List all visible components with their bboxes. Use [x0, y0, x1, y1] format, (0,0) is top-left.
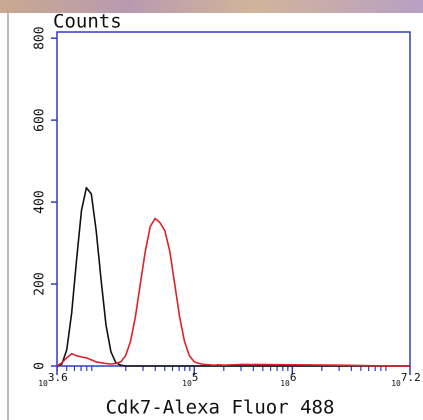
histogram-line — [56, 217, 410, 367]
x-tick-base: 10 — [391, 379, 401, 388]
y-tick-label: 0 — [33, 362, 48, 370]
y-tick-label: 600 — [33, 108, 48, 131]
plot-frame — [56, 31, 411, 367]
chart-title: Counts — [53, 11, 122, 33]
x-tick-base: 10 — [38, 379, 48, 388]
x-tick-exponent: 3.6 — [48, 371, 68, 384]
x-tick-exponent: 7.2 — [401, 371, 421, 384]
x-tick-label: 107.2 — [391, 371, 421, 388]
x-tick-label: 106 — [280, 371, 296, 388]
x-tick-exponent: 6 — [290, 371, 297, 384]
y-tick-label: 200 — [33, 272, 48, 295]
x-tick-label: 105 — [182, 371, 198, 388]
y-tick-label: 800 — [33, 26, 48, 49]
photo-strip — [0, 0, 423, 13]
y-tick-label: 400 — [33, 190, 48, 213]
x-tick-base: 10 — [280, 379, 290, 388]
x-tick-exponent: 5 — [192, 371, 199, 384]
x-axis-label: Cdk7-Alexa Fluor 488 — [106, 397, 335, 419]
histogram-line — [56, 186, 410, 367]
x-tick-base: 10 — [182, 379, 192, 388]
x-tick-label: 103.6 — [38, 371, 68, 388]
